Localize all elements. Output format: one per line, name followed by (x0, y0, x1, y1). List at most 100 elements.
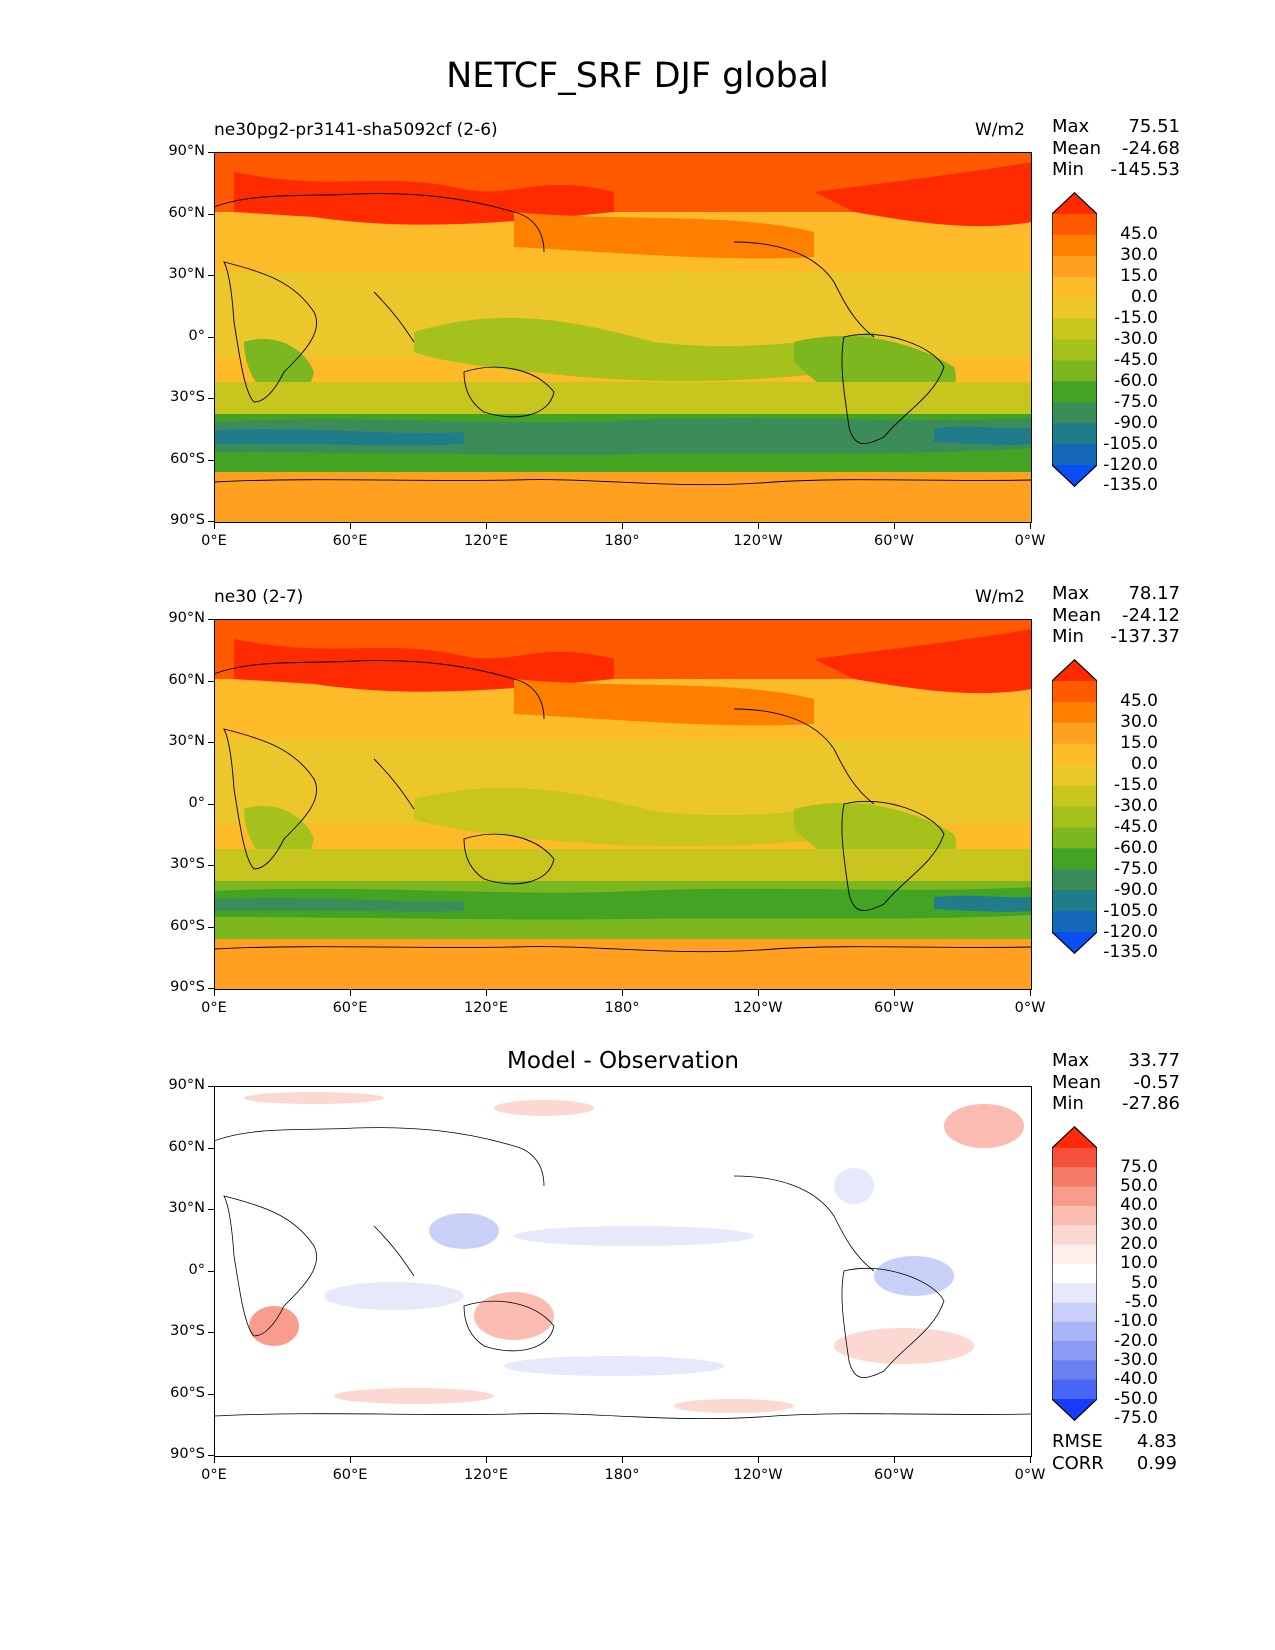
colorbar-segment (1052, 381, 1097, 403)
colorbar (1052, 1126, 1097, 1421)
stats-block: Max 75.51 Mean -24.68 Min -145.53 (1052, 116, 1180, 181)
coastlines (214, 193, 1032, 486)
colorbar-segment (1052, 214, 1097, 236)
x-tick-label: 120°W (733, 1000, 783, 1016)
x-tick-mark (622, 523, 624, 529)
coast-eurasia-north (214, 660, 545, 720)
stat-min-label: Min (1052, 1093, 1084, 1114)
colorbar-extend-bottom (1052, 1399, 1097, 1421)
stat-min-value: -27.86 (1121, 1093, 1180, 1114)
colorbar-segment (1052, 360, 1097, 382)
coast-india (373, 758, 415, 810)
stat-mean-label: Mean (1052, 604, 1102, 626)
field-patch (874, 1256, 954, 1296)
x-tick-mark (758, 1457, 760, 1463)
field-band-npac (514, 212, 814, 259)
coast-australia (463, 833, 555, 885)
y-tick-label: 30°S (170, 856, 205, 872)
colorbar-tick-label: -60.0 (1114, 370, 1158, 391)
colorbar-segment (1052, 681, 1097, 703)
field-patch (249, 1306, 299, 1346)
map-field-svg (214, 152, 1032, 523)
y-tick-mark (208, 1147, 214, 1149)
colorbar-segment (1052, 402, 1097, 424)
field-patch (324, 1282, 464, 1310)
y-tick-mark (208, 926, 214, 928)
coast-australia (463, 366, 555, 418)
x-tick-label: 180° (604, 1467, 640, 1483)
x-tick-mark (486, 990, 488, 996)
colorbar-tick-label: 0.0 (1130, 287, 1158, 308)
field-band-npac (514, 679, 814, 726)
field-patch (944, 1104, 1024, 1148)
colorbar-segment (1052, 1283, 1097, 1303)
x-tick-label: 120°E (463, 1000, 509, 1016)
y-tick-label: 0° (188, 794, 205, 811)
coast-antarctica (214, 946, 1032, 953)
colorbar-tick-label: -10.0 (1114, 1311, 1158, 1332)
colorbar-tick-label: -90.0 (1114, 879, 1158, 900)
colorbar-tick-label: 15.0 (1120, 733, 1158, 754)
colorbar-segment (1052, 1148, 1097, 1168)
colorbar-segment (1052, 276, 1097, 299)
field-patch (674, 1399, 794, 1413)
map-field-svg (214, 619, 1032, 990)
colorbar-outline (1052, 1126, 1097, 1421)
colorbar-segment (1052, 1186, 1097, 1207)
colorbar-segment (1052, 764, 1097, 787)
y-tick-label: 60°S (170, 450, 205, 467)
coast-eurasia-north (214, 1127, 545, 1187)
coast-africa (223, 728, 318, 870)
colorbar-tick-label: 40.0 (1120, 1195, 1158, 1216)
field-patch-warm-pool (414, 317, 874, 382)
colorbar-tick-label: -45.0 (1114, 349, 1158, 370)
y-tick-label: 30°N (168, 733, 205, 749)
field-band-subtropics-south (214, 849, 1032, 884)
stat-rmse-label: RMSE (1052, 1431, 1103, 1452)
field-band-storm-track (214, 418, 1032, 455)
colorbar-segment (1052, 318, 1097, 340)
colorbar-segment (1052, 701, 1097, 724)
colorbar-segment (1052, 1360, 1097, 1381)
panel-left-label: ne30pg2-pr3141-sha5092cf (2-6) (214, 120, 498, 140)
y-tick-label: 90°N (168, 1077, 205, 1093)
stat-max-value: 78.17 (1128, 583, 1180, 604)
colorbar-segment (1052, 722, 1097, 745)
y-tick-mark (208, 213, 214, 215)
x-tick-mark (214, 1457, 216, 1463)
field-patch (334, 1388, 494, 1404)
colorbar-extend-bottom (1052, 465, 1097, 487)
colorbar-tick-label: -135.0 (1103, 475, 1158, 496)
panel-difference: Model - Observation (0, 1044, 1275, 1504)
y-tick-mark (208, 1332, 214, 1334)
colorbar-tick-label: -15.0 (1114, 308, 1158, 329)
coastlines (214, 1127, 1032, 1420)
field-patch-eurasia-warm (234, 172, 614, 225)
colorbar-labels: 45.0 30.0 15.0 0.0 -15.0 -30.0 -45.0 -60.0 -75.0… (1098, 659, 1158, 961)
x-tick-mark (350, 1457, 352, 1463)
colorbar-segment (1052, 869, 1097, 891)
colorbar-tick-label: -30.0 (1114, 329, 1158, 349)
y-tick-mark (208, 152, 214, 154)
figure-title: NETCF_SRF DJF global (446, 56, 829, 96)
x-tick-mark (350, 990, 352, 996)
y-tick-label: 60°S (170, 1384, 205, 1401)
colorbar-tick-label: -30.0 (1114, 796, 1158, 816)
panel-model-2: ne30 (2-7) W/m2 (0, 577, 1275, 1037)
x-tick-label: 0°W (1014, 533, 1046, 549)
coast-africa (223, 261, 318, 403)
x-tick-mark (1030, 523, 1032, 529)
panel-units-label: W/m2 (975, 587, 1025, 607)
field-band-antarctica (214, 472, 1032, 523)
y-tick-mark (208, 742, 214, 744)
x-tick-label: 120°E (463, 1467, 509, 1483)
x-tick-label: 0°E (201, 1000, 227, 1016)
y-tick-label: 30°N (168, 266, 205, 282)
colorbar-segment (1052, 785, 1097, 807)
panel-model-1: ne30pg2-pr3141-sha5092cf (2-6) W/m2 (0, 110, 1275, 570)
x-tick-label: 0°W (1014, 1467, 1046, 1483)
y-tick-mark (208, 619, 214, 621)
y-tick-mark (208, 988, 214, 990)
y-tick-label: 90°N (168, 143, 205, 159)
field-band-antarctica (214, 939, 1032, 990)
